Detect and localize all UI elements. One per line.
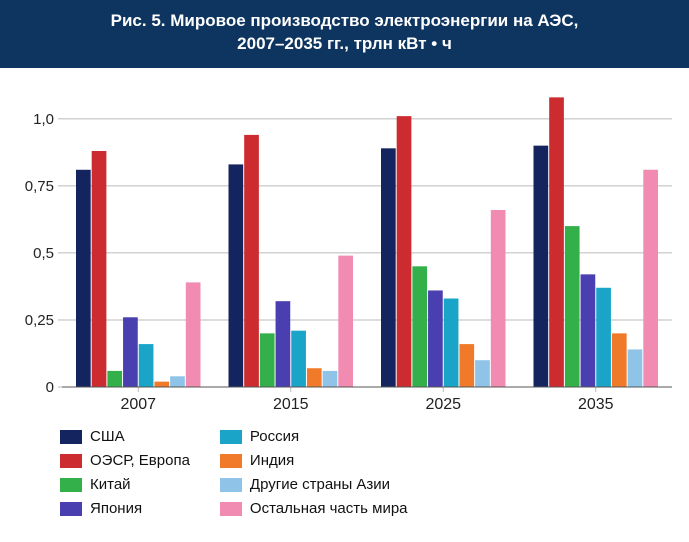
x-tick-label: 2035 — [578, 396, 614, 413]
bar-japan — [276, 301, 291, 387]
bar-usa — [76, 170, 91, 387]
legend-swatch — [220, 430, 242, 444]
legend-label: Другие страны Азии — [250, 475, 390, 495]
bar-usa — [381, 148, 396, 387]
legend-swatch — [60, 430, 82, 444]
bar-asia — [475, 360, 490, 387]
bar-russia — [596, 288, 611, 387]
bar-russia — [139, 344, 154, 387]
legend-item-japan: Япония — [60, 499, 190, 519]
bar-asia — [170, 376, 185, 387]
bar-russia — [291, 331, 306, 387]
x-tick-label: 2025 — [425, 396, 461, 413]
bar-india — [154, 382, 169, 387]
legend-column: США ОЭСР, Европа Китай Япония — [60, 425, 190, 521]
bar-india — [612, 333, 627, 387]
bar-rest — [338, 255, 353, 386]
bar-asia — [628, 349, 643, 387]
bar-rest — [491, 210, 506, 387]
legend-label: ОЭСР, Европа — [90, 451, 190, 471]
chart-area: 0 0,25 0,5 0,75 1,0 2007 2015 2025 2035 — [18, 88, 671, 415]
y-tick-label: 1,0 — [33, 111, 54, 128]
title-line-1: Рис. 5. Мировое производство электроэнер… — [111, 11, 579, 30]
bar-japan — [123, 317, 138, 387]
legend-label: Япония — [90, 499, 142, 519]
legend-item-rest: Остальная часть мира — [220, 499, 408, 519]
x-tick-label: 2015 — [273, 396, 309, 413]
legend-swatch — [220, 502, 242, 516]
legend-swatch — [60, 478, 82, 492]
bar-china — [107, 371, 122, 387]
legend-label: Китай — [90, 475, 131, 495]
legend-column: Россия Индия Другие страны Азии Остальная ч… — [220, 425, 408, 521]
bar-rest — [643, 170, 658, 387]
x-tick-label: 2007 — [120, 396, 156, 413]
legend-swatch — [60, 502, 82, 516]
legend: США ОЭСР, Европа Китай Япония Россия Индия Дру… — [60, 425, 660, 521]
legend-swatch — [220, 454, 242, 468]
bar-china — [260, 333, 275, 387]
legend-swatch — [60, 454, 82, 468]
y-tick-label: 0,75 — [25, 178, 54, 195]
y-tick-label: 0 — [46, 379, 54, 396]
bar-asia — [323, 371, 338, 387]
legend-label: Остальная часть мира — [250, 499, 408, 519]
legend-label: Россия — [250, 427, 299, 447]
legend-swatch — [220, 478, 242, 492]
legend-label: США — [90, 427, 125, 447]
bar-oecd — [549, 97, 564, 387]
bar-japan — [581, 274, 596, 387]
legend-item-india: Индия — [220, 451, 408, 471]
chart-title: Рис. 5. Мировое производство электроэнер… — [0, 0, 689, 68]
bar-japan — [428, 290, 443, 387]
bar-russia — [444, 298, 459, 387]
bar-usa — [534, 146, 549, 387]
bar-china — [565, 226, 580, 387]
y-tick-label: 0,5 — [33, 245, 54, 262]
bar-oecd — [92, 151, 107, 387]
bar-usa — [229, 164, 244, 387]
bar-oecd — [397, 116, 412, 387]
bar-oecd — [244, 135, 259, 387]
title-line-2: 2007–2035 гг., трлн кВт • ч — [237, 34, 452, 53]
bar-china — [412, 266, 427, 387]
legend-item-oecd: ОЭСР, Европа — [60, 451, 190, 471]
legend-item-usa: США — [60, 427, 190, 447]
legend-item-russia: Россия — [220, 427, 408, 447]
legend-label: Индия — [250, 451, 294, 471]
bar-india — [459, 344, 474, 387]
bar-india — [307, 368, 322, 387]
bar-rest — [186, 282, 201, 387]
legend-item-asia: Другие страны Азии — [220, 475, 408, 495]
legend-item-china: Китай — [60, 475, 190, 495]
y-tick-label: 0,25 — [25, 312, 54, 329]
bar-chart: 0 0,25 0,5 0,75 1,0 2007 2015 2025 2035 — [18, 88, 672, 415]
